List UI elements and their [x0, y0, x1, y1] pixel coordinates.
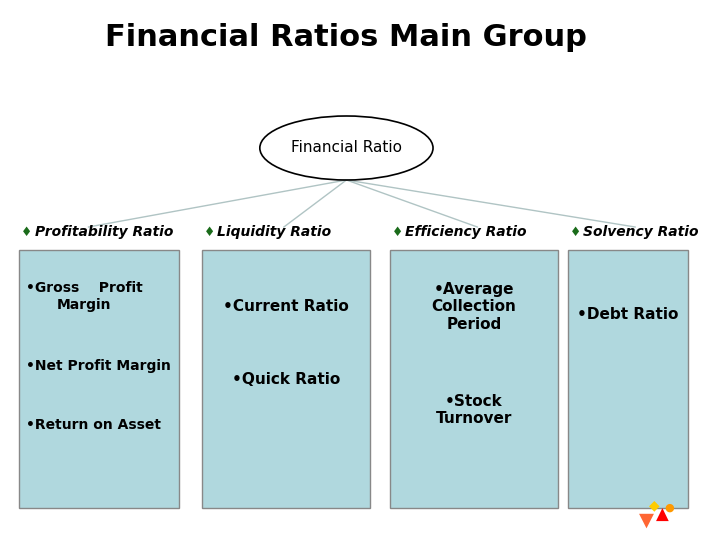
Text: Liquidity Ratio: Liquidity Ratio: [217, 225, 332, 239]
FancyBboxPatch shape: [568, 250, 688, 508]
FancyBboxPatch shape: [19, 250, 179, 508]
Text: ▲: ▲: [656, 506, 668, 524]
Text: ◆: ◆: [649, 498, 660, 512]
Text: ●: ●: [664, 503, 674, 513]
Text: •Current Ratio: •Current Ratio: [223, 299, 349, 314]
Text: •Return on Asset: •Return on Asset: [26, 418, 161, 433]
Text: ♦: ♦: [21, 226, 32, 239]
Text: •Gross    Profit
Margin: •Gross Profit Margin: [26, 281, 143, 312]
Text: •Quick Ratio: •Quick Ratio: [232, 372, 341, 387]
Text: ▼: ▼: [639, 510, 654, 530]
Text: •Average
Collection
Period: •Average Collection Period: [431, 282, 516, 332]
Text: Solvency Ratio: Solvency Ratio: [583, 225, 698, 239]
Text: •Net Profit Margin: •Net Profit Margin: [26, 359, 171, 373]
Text: ♦: ♦: [570, 226, 581, 239]
Text: ♦: ♦: [392, 226, 403, 239]
Text: •Debt Ratio: •Debt Ratio: [577, 307, 678, 322]
Text: Financial Ratio: Financial Ratio: [291, 140, 402, 156]
Text: Efficiency Ratio: Efficiency Ratio: [405, 225, 526, 239]
Text: ♦: ♦: [204, 226, 215, 239]
Text: •Stock
Turnover: •Stock Turnover: [436, 394, 512, 426]
FancyBboxPatch shape: [202, 250, 371, 508]
Text: Profitability Ratio: Profitability Ratio: [35, 225, 173, 239]
Text: Financial Ratios Main Group: Financial Ratios Main Group: [106, 24, 588, 52]
FancyBboxPatch shape: [390, 250, 558, 508]
